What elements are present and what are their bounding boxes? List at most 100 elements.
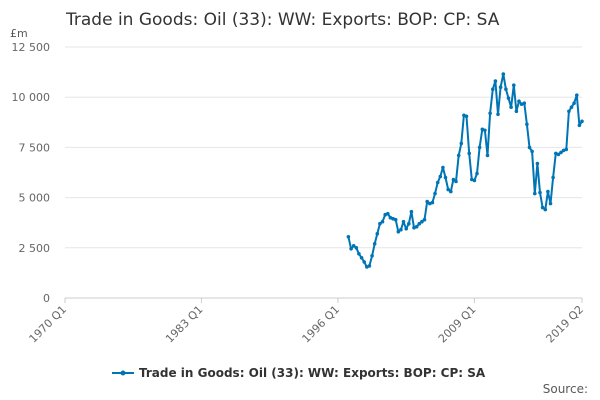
data-point[interactable] xyxy=(556,152,561,157)
data-point[interactable] xyxy=(359,255,364,260)
data-point[interactable] xyxy=(449,189,453,194)
data-point[interactable] xyxy=(346,235,351,239)
data-point[interactable] xyxy=(546,189,550,194)
data-point[interactable] xyxy=(527,145,532,150)
data-point[interactable] xyxy=(420,219,424,224)
data-point[interactable] xyxy=(483,128,487,133)
gridlines xyxy=(65,46,582,299)
data-point[interactable] xyxy=(393,217,398,222)
data-point[interactable] xyxy=(561,148,566,153)
data-point[interactable] xyxy=(540,205,545,210)
data-point[interactable] xyxy=(535,161,540,166)
data-point[interactable] xyxy=(349,247,353,251)
y-tick-label: 0 xyxy=(43,292,50,305)
data-point[interactable] xyxy=(512,83,516,87)
data-point[interactable] xyxy=(472,178,477,183)
data-point[interactable] xyxy=(454,179,458,184)
data-point[interactable] xyxy=(370,254,374,258)
series-line[interactable] xyxy=(347,73,583,268)
source-label: Source: xyxy=(543,382,588,396)
data-point[interactable] xyxy=(493,79,498,83)
data-point[interactable] xyxy=(572,101,576,105)
data-point[interactable] xyxy=(354,246,359,250)
data-point[interactable] xyxy=(443,175,448,180)
data-point[interactable] xyxy=(530,149,534,154)
data-point[interactable] xyxy=(501,72,506,76)
data-point[interactable] xyxy=(577,123,582,128)
data-point[interactable] xyxy=(351,244,356,248)
data-point[interactable] xyxy=(412,225,416,230)
data-point[interactable] xyxy=(548,201,553,206)
data-point[interactable] xyxy=(456,153,461,158)
data-point[interactable] xyxy=(496,112,500,117)
data-point[interactable] xyxy=(401,219,406,224)
data-point[interactable] xyxy=(422,217,427,222)
x-tick-label: 1970 Q1 xyxy=(27,303,70,346)
legend-marker-icon xyxy=(120,370,126,376)
data-point[interactable] xyxy=(519,102,524,106)
data-point[interactable] xyxy=(564,147,569,152)
data-point[interactable] xyxy=(514,109,519,114)
data-point[interactable] xyxy=(409,209,414,214)
data-point[interactable] xyxy=(467,151,472,156)
legend[interactable]: Trade in Goods: Oil (33): WW: Exports: B… xyxy=(112,366,486,380)
data-point[interactable] xyxy=(435,180,440,185)
x-tick-label: 1983 Q1 xyxy=(163,303,206,346)
data-point[interactable] xyxy=(517,99,521,103)
data-point[interactable] xyxy=(567,109,571,114)
data-point[interactable] xyxy=(522,101,527,105)
data-point[interactable] xyxy=(430,200,435,205)
data-point[interactable] xyxy=(504,87,508,91)
x-axis: 1970 Q1 1983 Q1 1996 Q1 2009 Q1 2019 Q2 xyxy=(27,298,586,346)
data-point[interactable] xyxy=(404,226,409,231)
legend-label: Trade in Goods: Oil (33): WW: Exports: B… xyxy=(139,366,486,380)
data-point[interactable] xyxy=(378,221,382,226)
data-point[interactable] xyxy=(372,242,377,246)
data-point[interactable] xyxy=(414,224,419,229)
data-point[interactable] xyxy=(525,122,529,127)
y-axis-unit-label: £m xyxy=(10,27,28,40)
data-point[interactable] xyxy=(569,105,574,109)
data-point[interactable] xyxy=(417,221,422,226)
data-point[interactable] xyxy=(451,177,456,182)
data-point[interactable] xyxy=(475,171,479,176)
data-point[interactable] xyxy=(446,187,451,192)
data-point[interactable] xyxy=(396,229,401,234)
data-point[interactable] xyxy=(491,87,495,91)
y-axis: 0 2 500 5 000 7 500 10 000 12 500 xyxy=(12,41,51,305)
data-point[interactable] xyxy=(488,111,492,116)
data-point[interactable] xyxy=(485,153,490,158)
data-point[interactable] xyxy=(551,175,555,180)
data-point[interactable] xyxy=(367,264,372,268)
data-point[interactable] xyxy=(538,190,542,195)
data-point[interactable] xyxy=(559,150,563,155)
data-point[interactable] xyxy=(375,231,380,236)
data-point[interactable] xyxy=(441,165,445,170)
y-tick-label: 10 000 xyxy=(12,91,51,104)
y-tick-label: 12 500 xyxy=(12,41,51,54)
data-point[interactable] xyxy=(459,141,464,146)
data-point[interactable] xyxy=(433,191,437,196)
data-point[interactable] xyxy=(506,96,511,100)
data-point[interactable] xyxy=(438,174,443,179)
data-point[interactable] xyxy=(357,252,361,256)
data-point[interactable] xyxy=(386,211,390,216)
data-point[interactable] xyxy=(477,145,482,150)
y-tick-label: 2 500 xyxy=(19,242,51,255)
data-point[interactable] xyxy=(407,221,411,226)
data-point[interactable] xyxy=(399,227,403,232)
y-tick-label: 7 500 xyxy=(19,141,51,154)
x-tick-label: 2009 Q1 xyxy=(436,303,479,346)
data-point[interactable] xyxy=(575,93,579,97)
data-point[interactable] xyxy=(391,216,395,221)
data-point[interactable] xyxy=(533,191,537,196)
data-point[interactable] xyxy=(362,260,367,264)
data-point[interactable] xyxy=(580,119,584,124)
data-point[interactable] xyxy=(464,114,469,119)
data-point[interactable] xyxy=(498,85,503,89)
data-point[interactable] xyxy=(425,199,430,204)
data-point[interactable] xyxy=(509,105,513,109)
data-point[interactable] xyxy=(380,219,385,224)
data-point[interactable] xyxy=(543,207,548,212)
